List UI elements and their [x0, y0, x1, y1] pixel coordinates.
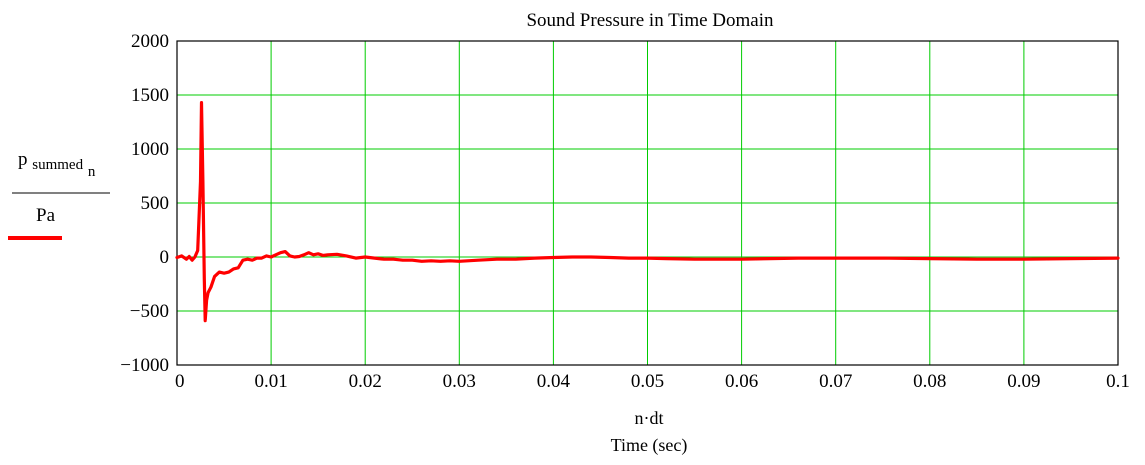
x-tick-label: 0.03: [443, 371, 476, 392]
y-tick-label: 1500: [131, 85, 169, 106]
y-axis-label-sub: summed: [32, 157, 83, 173]
y-tick-label: −1000: [120, 355, 169, 376]
x-tick-label: 0.01: [254, 371, 287, 392]
grid-lines: [176, 40, 1119, 366]
x-tick-labels: 0 0.01 0.02 0.03 0.04 0.05 0.06 0.07 0.08 0.09 0.1: [175, 371, 1130, 392]
series-line: [175, 100, 1120, 323]
chart-title: Sound Pressure in Time Domain: [526, 10, 774, 31]
x-tick-label: 0.07: [819, 371, 852, 392]
series-layer: [175, 100, 1120, 323]
x-tick-label: 0.1: [1106, 371, 1130, 392]
y-tick-labels: −1000 −500 0 500 1000 1500 2000: [120, 31, 169, 376]
y-tick-label: 1000: [131, 139, 169, 160]
y-axis-label-main: p: [18, 149, 28, 170]
x-tick-label: 0.05: [631, 371, 664, 392]
y-tick-label: 2000: [131, 31, 169, 52]
x-tick-label: 0: [175, 371, 185, 392]
x-tick-label: 0.09: [1007, 371, 1040, 392]
x-axis-label: Time (sec): [611, 435, 688, 456]
y-tick-label: −500: [130, 301, 169, 322]
y-axis-label-numerator: p summed n: [18, 149, 96, 180]
x-tick-label: 0.02: [349, 371, 382, 392]
y-axis-label-denominator: Pa: [36, 205, 56, 226]
plot-frame: [176, 40, 1119, 366]
plot-border: [176, 40, 1119, 366]
y-axis-label: p summed n Pa: [8, 149, 110, 240]
x-tick-label: 0.06: [725, 371, 758, 392]
y-tick-label: 0: [160, 247, 170, 268]
x-axis-label-expression: n·dt: [635, 408, 664, 428]
y-axis-label-subsub: n: [88, 164, 96, 180]
y-tick-label: 500: [141, 193, 170, 214]
x-tick-label: 0.08: [913, 371, 946, 392]
x-tick-label: 0.04: [537, 371, 571, 392]
